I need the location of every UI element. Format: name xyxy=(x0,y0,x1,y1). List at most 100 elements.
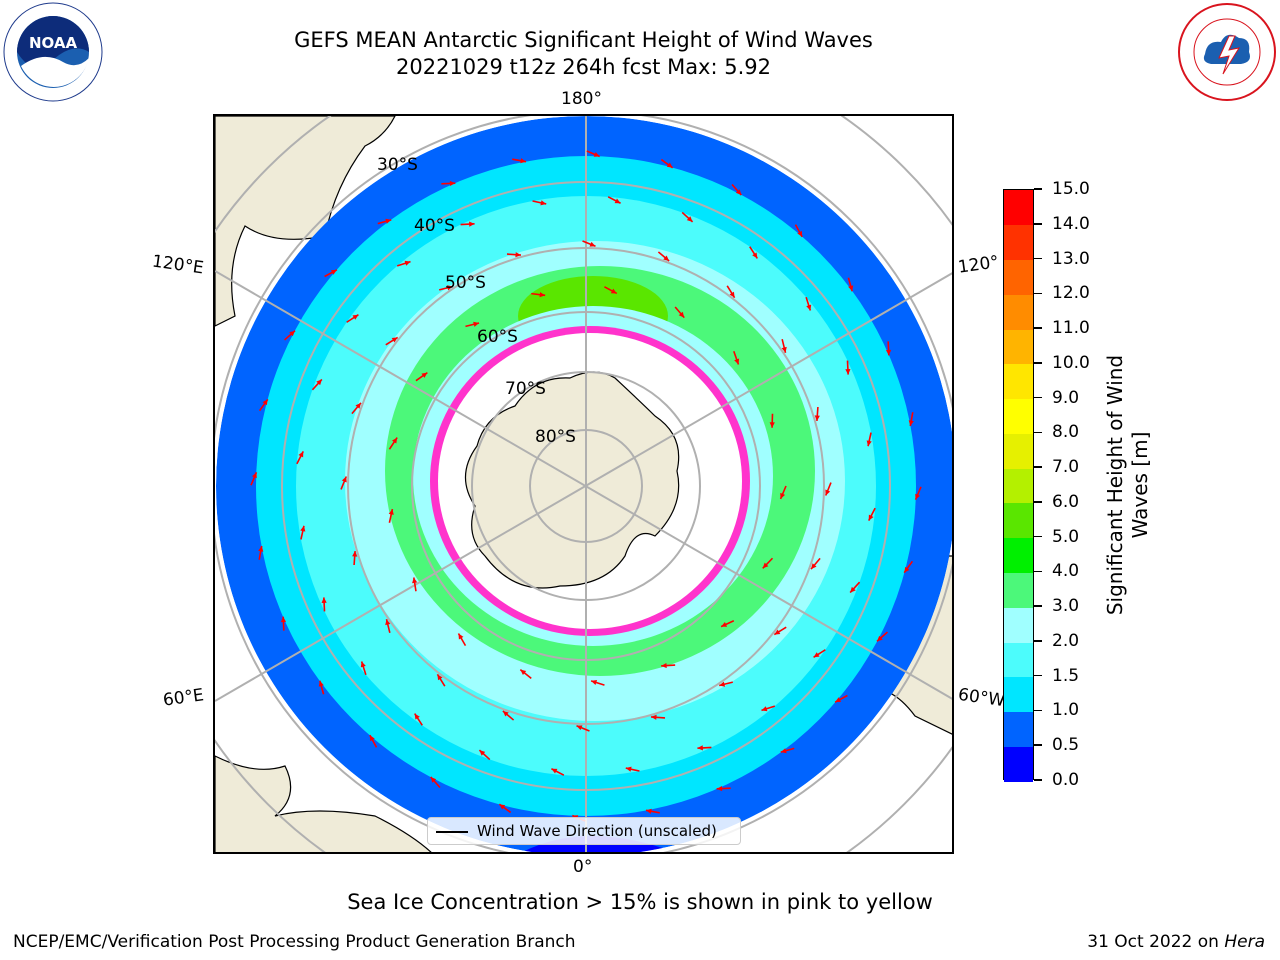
colorbar-tick xyxy=(1034,535,1042,538)
colorbar-tick xyxy=(1034,605,1042,607)
wave-direction-arrowhead xyxy=(280,616,287,623)
wave-direction-arrowhead xyxy=(388,509,394,515)
colorbar-segment xyxy=(1004,294,1033,330)
wave-direction-arrowhead xyxy=(515,252,521,258)
colorbar-tick-label: 2.0 xyxy=(1052,630,1080,651)
colorbar-tick-label: 10.0 xyxy=(1052,352,1090,373)
colorbar-tick xyxy=(1034,257,1042,260)
wave-direction-arrowhead xyxy=(352,314,359,320)
colorbar-tick xyxy=(1034,292,1042,295)
wave-direction-arrowhead xyxy=(298,451,304,458)
colorbar-tick xyxy=(1034,674,1042,677)
sea-ice-caption: Sea Ice Concentration > 15% is shown in … xyxy=(347,890,933,914)
colorbar-tick-label: 14.0 xyxy=(1052,213,1090,234)
wave-direction-arrowhead xyxy=(697,745,703,751)
wave-direction-arrowhead xyxy=(430,776,437,783)
colorbar-segment xyxy=(1004,676,1033,713)
wave-direction-arrowhead xyxy=(651,714,657,720)
wave-direction-arrowhead xyxy=(458,633,464,640)
wave-direction-arrowhead xyxy=(391,337,398,343)
wave-direction-arrowhead xyxy=(360,661,366,668)
wave-direction-arrowhead xyxy=(414,713,420,720)
colorbar-tick xyxy=(1034,466,1042,468)
wave-direction-arrowhead xyxy=(645,808,652,814)
wave-direction-arrowhead xyxy=(446,285,453,291)
wave-direction-arrowhead xyxy=(520,158,527,164)
colorbar-tick-label: 9.0 xyxy=(1052,387,1080,408)
lat-label-60s: 60°S xyxy=(477,327,518,347)
wave-direction-arrowhead xyxy=(449,180,456,187)
wave-direction-arrowhead xyxy=(663,255,670,261)
wave-direction-arrowhead xyxy=(385,619,391,626)
wave-direction-arrowhead xyxy=(437,674,443,681)
wave-direction-arrowhead xyxy=(686,216,693,222)
wave-direction-arrowhead xyxy=(885,349,892,356)
colorbar-segment xyxy=(1004,259,1033,295)
colorbar-segment xyxy=(1004,502,1033,539)
wave-direction-arrowhead xyxy=(591,680,598,686)
lat-label-80s: 80°S xyxy=(535,427,576,447)
colorbar-tick-label: 1.0 xyxy=(1052,700,1080,721)
wave-direction-arrowhead xyxy=(814,415,820,421)
wave-direction-arrowhead xyxy=(355,402,361,409)
wave-direction-arrowhead xyxy=(735,189,742,196)
wave-direction-arrowhead xyxy=(848,285,854,292)
colorbar-tick-label: 15.0 xyxy=(1052,179,1090,199)
wave-direction-arrowhead xyxy=(797,230,803,237)
wave-direction-arrowhead xyxy=(876,635,883,642)
colorbar-tick xyxy=(1034,744,1042,746)
colorbar-tick xyxy=(1034,709,1042,712)
colorbar-tick xyxy=(1034,396,1042,399)
colorbar-segment xyxy=(1004,433,1033,469)
lat-label-50s: 50°S xyxy=(445,273,486,293)
wave-direction-arrowhead xyxy=(576,725,583,731)
wave-direction-arrowhead xyxy=(391,437,398,444)
wave-direction-arrowhead xyxy=(850,586,856,593)
wave-direction-arrowhead xyxy=(469,221,475,227)
wave-direction-arrowhead xyxy=(774,629,781,635)
wave-direction-arrowhead xyxy=(593,151,600,157)
wave-direction-arrowhead xyxy=(614,198,621,204)
wave-direction-arrowhead xyxy=(316,379,322,386)
wave-direction-arrowhead xyxy=(734,358,740,365)
wave-direction-arrowhead xyxy=(806,304,812,311)
colorbar-tick xyxy=(1034,431,1042,434)
colorbar-segment xyxy=(1004,329,1033,365)
wave-direction-arrowhead xyxy=(908,420,914,427)
wave-direction-arrowhead xyxy=(721,621,728,627)
colorbar-tick xyxy=(1034,362,1042,364)
colorbar-segment xyxy=(1004,398,1033,434)
wave-direction-arrowhead xyxy=(761,706,768,712)
footer-credit: NCEP/EMC/Verification Post Processing Pr… xyxy=(13,932,576,952)
graticule xyxy=(215,116,952,852)
noaa-logo: NOAA xyxy=(3,2,103,102)
wave-direction-arrowhead xyxy=(473,321,480,327)
lon-label-top: 180° xyxy=(561,89,602,109)
colorbar-tick-label: 4.0 xyxy=(1052,561,1080,582)
wave-direction-arrowhead xyxy=(729,291,735,298)
polar-map: 30°S 40°S 50°S 60°S 70°S 80°S xyxy=(213,114,954,854)
colorbar-segment xyxy=(1004,190,1033,226)
colorbar-title: Significant Height of Wind Waves [m] xyxy=(1103,354,1152,616)
wave-direction-arrowhead xyxy=(661,662,667,669)
colorbar-tick xyxy=(1034,223,1042,225)
colorbar-segment xyxy=(1004,224,1033,261)
wave-direction-arrowhead xyxy=(258,545,264,552)
colorbar-tick-label: 3.0 xyxy=(1052,596,1080,617)
wave-direction-arrowhead xyxy=(352,551,358,557)
colorbar-tick xyxy=(1034,501,1042,503)
wave-direction-arrowhead xyxy=(412,577,418,584)
wave-direction-arrowhead xyxy=(904,566,910,573)
wave-direction-arrowhead xyxy=(915,493,921,500)
colorbar-tick xyxy=(1034,640,1042,642)
footer-date: 31 Oct 2022 on Hera xyxy=(1087,932,1265,952)
map-legend: Wind Wave Direction (unscaled) xyxy=(427,817,741,845)
lat-label-70s: 70°S xyxy=(505,379,546,399)
chart-subtitle: 20221029 t12z 264h fcst Max: 5.92 xyxy=(396,55,771,79)
wave-direction-arrowhead xyxy=(762,562,769,569)
wave-direction-arrowhead xyxy=(769,422,775,428)
wave-direction-arrowhead xyxy=(625,766,632,772)
lon-label-upper-right: 120° xyxy=(956,252,1001,278)
lon-label-upper-left: 120°E xyxy=(150,251,205,279)
colorbar-segment xyxy=(1004,572,1033,608)
